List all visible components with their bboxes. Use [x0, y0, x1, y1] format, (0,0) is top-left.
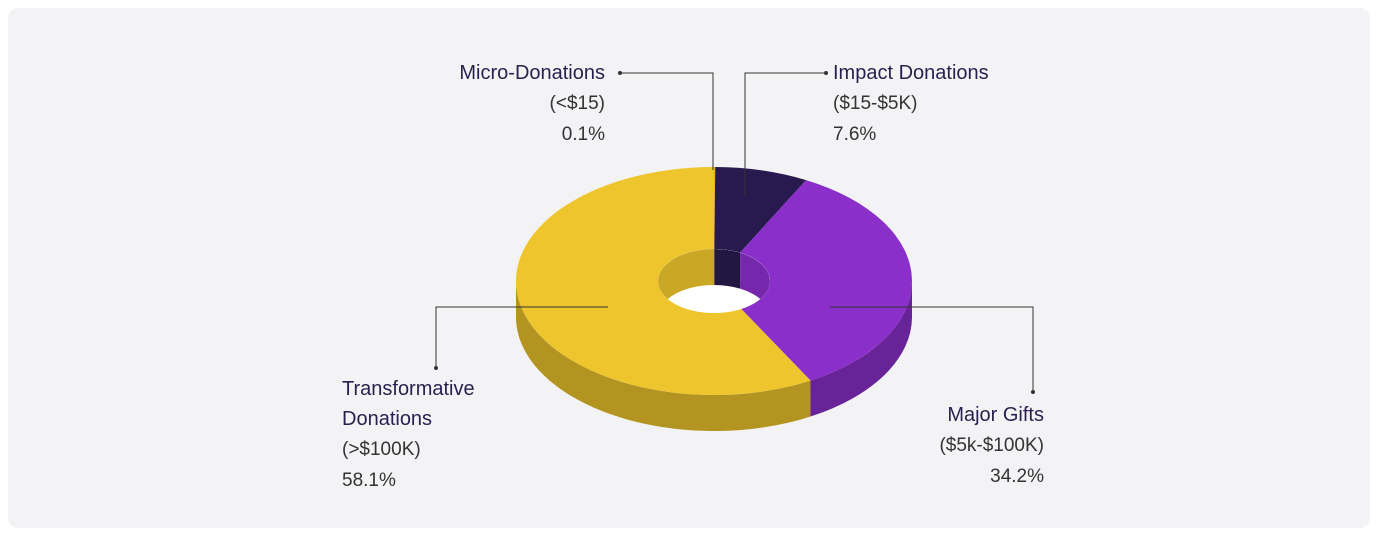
slice — [714, 167, 807, 253]
slice — [740, 180, 913, 381]
slice — [714, 166, 716, 249]
label-major: Major Gifts ($5k-$100K) 34.2% — [939, 400, 1044, 492]
slice — [515, 167, 811, 395]
range-label: ($5k-$100K) — [939, 435, 1044, 456]
inner-wall — [658, 249, 714, 313]
value-label: 0.1% — [561, 124, 605, 145]
value-label: 7.6% — [833, 124, 877, 145]
leader-lines — [435, 72, 1034, 392]
value-label: 34.2% — [990, 466, 1044, 487]
category-label: Impact Donations — [833, 62, 989, 84]
range-label: (<$15) — [549, 93, 605, 114]
label-micro: Micro-Donations (<$15) 0.1% — [459, 58, 605, 150]
range-label: ($15-$5K) — [833, 93, 918, 114]
label-impact: Impact Donations ($15-$5K) 7.6% — [833, 58, 989, 150]
range-label: (>$100K) — [342, 439, 421, 460]
slice-side — [810, 281, 912, 417]
inner-wall — [714, 249, 741, 289]
value-label: 58.1% — [342, 470, 396, 491]
label-transformative: Transformative Donations (>$100K) 58.1% — [342, 374, 532, 496]
leader-dots — [434, 71, 1035, 394]
category-label: Micro-Donations — [459, 62, 605, 84]
category-label: Major Gifts — [947, 404, 1044, 426]
category-label: Transformative Donations — [342, 378, 475, 430]
slice-side — [516, 281, 811, 431]
